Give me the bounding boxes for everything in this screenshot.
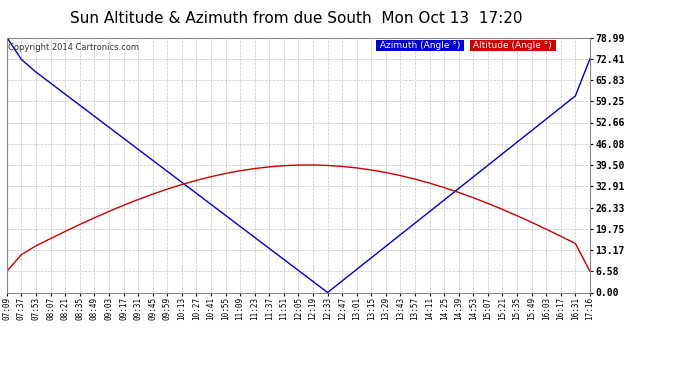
Text: Azimuth (Angle °): Azimuth (Angle °): [377, 41, 464, 50]
Text: Altitude (Angle °): Altitude (Angle °): [471, 41, 555, 50]
Text: Copyright 2014 Cartronics.com: Copyright 2014 Cartronics.com: [8, 43, 139, 52]
Text: Sun Altitude & Azimuth from due South  Mon Oct 13  17:20: Sun Altitude & Azimuth from due South Mo…: [70, 11, 523, 26]
